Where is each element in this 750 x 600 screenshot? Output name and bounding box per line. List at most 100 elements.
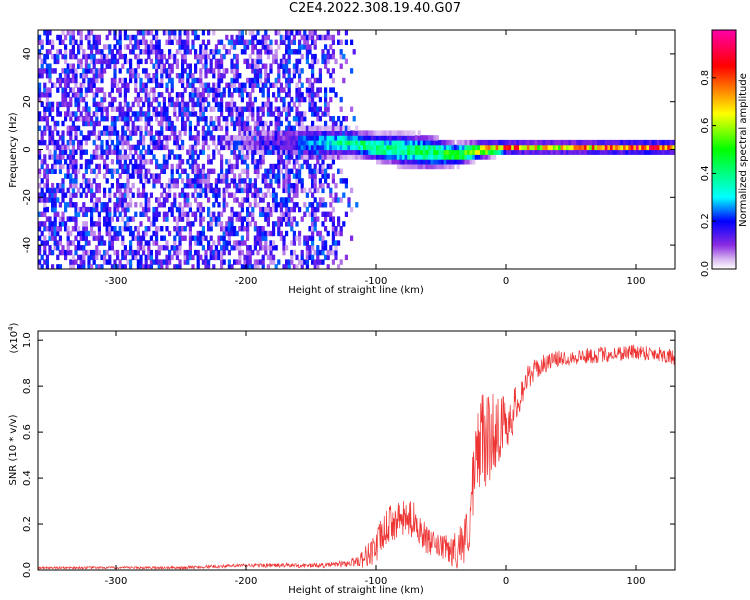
spectrogram-cell <box>300 264 304 269</box>
spectrogram-cell <box>43 173 47 179</box>
spectrogram-cell <box>292 101 296 108</box>
spectrogram-cell <box>131 216 135 222</box>
spectrogram-cell <box>134 202 138 208</box>
spectrogram-cell <box>360 139 364 146</box>
spectrogram-cell <box>469 159 473 165</box>
spectrogram-cell <box>404 159 408 165</box>
spectrogram-cell <box>246 39 250 45</box>
spectrogram-cell <box>279 39 283 45</box>
spectrogram-cell <box>131 130 135 136</box>
spectrogram-cell <box>233 211 237 217</box>
spectrogram-cell <box>326 135 330 141</box>
spectrogram-cell <box>207 240 211 246</box>
spectrogram-cell <box>399 144 403 151</box>
spectrogram-cell <box>188 82 192 88</box>
spectrogram-cell <box>305 130 309 136</box>
spectrogram-cell <box>233 139 237 146</box>
spectrogram-cell <box>277 111 281 117</box>
spectrogram-cell <box>186 82 190 88</box>
spectrogram-cell <box>90 58 94 65</box>
spectrogram-cell <box>40 254 44 261</box>
spectrogram-cell <box>308 77 312 84</box>
spectrogram-cell <box>199 82 203 88</box>
spectrogram-cell <box>74 163 78 170</box>
spectrogram-cell <box>69 49 73 55</box>
spectrogram-cell <box>95 44 99 50</box>
spectrogram-cell <box>61 178 65 184</box>
spectrogram-cell <box>334 130 338 136</box>
spectrogram-cell <box>331 144 335 151</box>
spectrogram-cell <box>321 111 325 117</box>
spectrogram-cell <box>355 130 359 136</box>
spectrogram-cell <box>558 139 562 146</box>
spectrogram-cell <box>201 144 205 151</box>
spectrogram-cell <box>149 125 153 131</box>
spectrogram-cell <box>347 202 351 208</box>
spectrogram-cell <box>199 206 203 213</box>
spectrogram-cell <box>298 49 302 55</box>
spectrogram-cell <box>84 73 88 79</box>
spectrogram-cell <box>259 73 263 79</box>
spectrogram-cell <box>282 235 286 241</box>
spectrogram-cell <box>233 73 237 79</box>
spectrogram-cell <box>235 259 239 265</box>
spectrogram-cell <box>121 154 125 160</box>
spectrogram-cell <box>129 135 133 141</box>
spectrogram-cell <box>178 111 182 117</box>
spectrogram-cell <box>266 44 270 50</box>
spectrogram-cell <box>409 130 413 136</box>
spectrogram-cell <box>48 154 52 160</box>
spectrogram-cell <box>157 39 161 45</box>
spectrogram-cell <box>264 168 268 174</box>
spectrogram-cell <box>77 30 81 36</box>
spectrogram-cell <box>313 178 317 184</box>
spectrogram-cell <box>103 254 107 261</box>
spectrogram-cell <box>295 235 299 241</box>
spectrogram-cell <box>253 96 257 103</box>
spectrogram-cell <box>170 130 174 136</box>
spectrogram-cell <box>238 249 242 256</box>
spectrogram-cell <box>669 144 673 151</box>
spectrogram-cell <box>191 178 195 184</box>
spectrogram-cell <box>183 197 187 203</box>
spectrogram-cell <box>157 63 161 69</box>
spectrogram-cell <box>615 149 619 155</box>
spectrogram-cell <box>238 226 242 232</box>
spectrogram-cell <box>311 96 315 103</box>
spectrogram-cell <box>66 235 70 241</box>
spectrogram-cell <box>186 197 190 203</box>
spectrogram-cell <box>225 144 229 151</box>
spectrogram-cell <box>292 202 296 208</box>
spectrogram-cell <box>272 206 276 213</box>
spectrogram-cell <box>227 139 231 146</box>
spectrogram-cell <box>173 58 177 65</box>
spectrogram-cell <box>142 264 146 269</box>
spectrogram-cell <box>324 202 328 208</box>
spectrogram-cell <box>123 202 127 208</box>
spectrogram-cell <box>303 96 307 103</box>
spectrogram-cell <box>105 111 109 117</box>
spectrogram-cell <box>43 221 47 227</box>
spectrogram-cell <box>116 116 120 122</box>
spectrogram-cell <box>313 92 317 98</box>
spectrogram-cell <box>563 149 567 155</box>
spectrogram-cell <box>282 63 286 69</box>
spectrogram-cell <box>313 130 317 136</box>
spectrogram-cell <box>58 111 62 117</box>
spectrogram-cell <box>152 73 156 79</box>
spectrogram-cell <box>71 34 75 41</box>
spectrogram-cell <box>105 139 109 146</box>
spectrogram-cell <box>79 259 83 265</box>
spectrogram-cell <box>251 49 255 55</box>
spectrogram-cell <box>69 230 73 237</box>
spectrogram-cell <box>162 197 166 203</box>
spectrogram-cell <box>334 249 338 256</box>
spectrogram-cell <box>201 135 205 141</box>
spectrogram-cell <box>472 159 476 165</box>
spectrogram-cell <box>287 183 291 189</box>
spectrogram-cell <box>87 206 91 213</box>
spectrogram-cell <box>40 92 44 98</box>
spectrogram-cell <box>136 264 140 269</box>
spectrogram-cell <box>415 154 419 160</box>
spectrogram-cell <box>79 149 83 155</box>
